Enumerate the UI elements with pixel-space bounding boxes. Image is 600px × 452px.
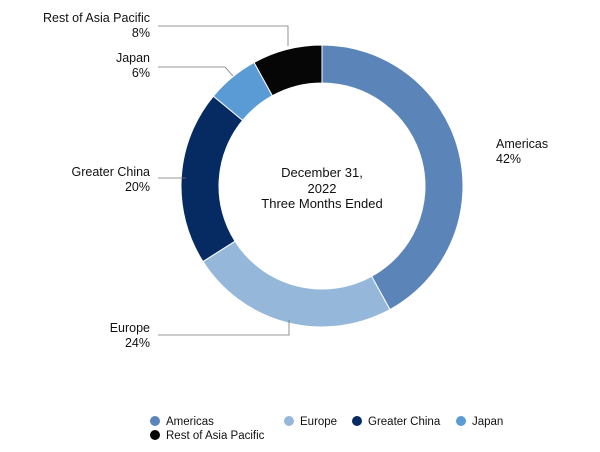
slice-greater-china [180, 95, 244, 263]
legend-label-europe: Europe [300, 416, 337, 428]
slice-europe [202, 240, 391, 328]
slice-label-europe: Europe [110, 321, 150, 335]
legend-label-americas: Americas [166, 416, 214, 428]
center-line-1: December 31, [281, 165, 363, 180]
slice-americas [321, 44, 464, 311]
legend-swatch-americas [150, 416, 160, 426]
legend-label-rest-of-asia-pacific: Rest of Asia Pacific [166, 430, 265, 442]
slice-rest-of-asia-pacific [253, 44, 323, 97]
legend: Americas Europe Greater China Japan Rest of … [150, 416, 503, 442]
legend-swatch-greater-china [352, 416, 362, 426]
slice-value-japan: 6% [132, 66, 150, 80]
slice-value-europe: 24% [125, 336, 150, 350]
slice-value-rest-of-asia-pacific: 8% [132, 26, 150, 40]
slice-label-japan: Japan [116, 51, 150, 65]
donut-slices [180, 44, 464, 328]
center-line-2: 2022 [308, 181, 337, 196]
slice-label-greater-china: Greater China [71, 165, 150, 179]
slice-label-americas: Americas [496, 137, 548, 151]
slice-value-greater-china: 20% [125, 180, 150, 194]
legend-swatch-japan [456, 416, 466, 426]
slice-label-rest-of-asia-pacific: Rest of Asia Pacific [43, 11, 150, 25]
leader-line-rest-of-asia-pacific [158, 25, 289, 46]
leader-lines [158, 25, 290, 336]
legend-swatch-europe [284, 416, 294, 426]
legend-swatch-rest-of-asia-pacific [150, 430, 160, 440]
slice-value-americas: 42% [496, 152, 521, 166]
center-line-3: Three Months Ended [261, 196, 382, 211]
leader-line-japan [158, 66, 234, 77]
leader-line-europe [158, 320, 290, 336]
legend-label-japan: Japan [472, 416, 503, 428]
legend-label-greater-china: Greater China [368, 416, 441, 428]
